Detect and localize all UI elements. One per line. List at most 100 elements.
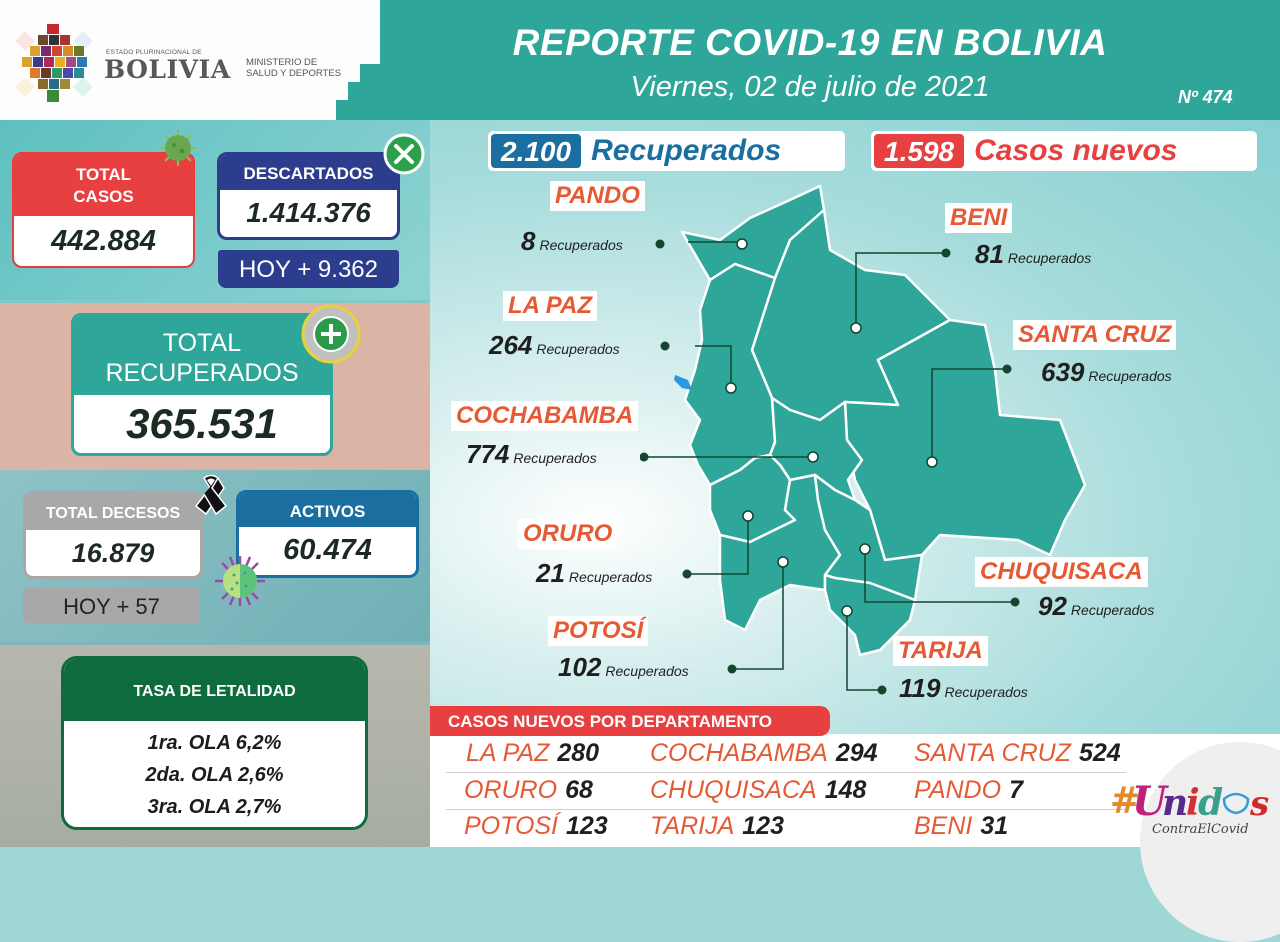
virus-icon xyxy=(160,130,196,166)
svg-text:#: # xyxy=(1110,780,1140,822)
map-value-suffix: Recuperados xyxy=(568,569,653,585)
row-divider xyxy=(446,772,1126,773)
header-title-area xyxy=(380,0,1280,120)
total-recovered-label-line1: TOTAL xyxy=(162,329,242,357)
map-value-number: 774 xyxy=(466,439,510,469)
discarded-card: DESCARTADOS 1.414.376 xyxy=(217,152,400,240)
map-region-tarija xyxy=(823,573,917,657)
svg-text:d: d xyxy=(1198,782,1223,824)
lethality-row: 1ra. OLA 6,2% xyxy=(147,732,282,754)
total-deaths-value: 16.879 xyxy=(71,538,155,568)
discarded-today: HOY + 9.362 xyxy=(218,250,399,288)
unidos-campaign-logo: # U n i d s ContraElCovid xyxy=(1110,778,1269,837)
new-cases-dept: TARIJA xyxy=(650,812,735,840)
new-cases-dept: POTOSÍ xyxy=(464,812,559,840)
map-value-oruro: 21 Recuperados xyxy=(536,558,652,589)
svg-text:n: n xyxy=(1162,782,1188,824)
logo-country-text: BOLIVIA xyxy=(104,55,231,84)
new-cases-value: 7 xyxy=(1009,776,1023,804)
map-label-potosi: POTOSÍ xyxy=(548,616,649,646)
new-cases-by-department-title: CASOS NUEVOS POR DEPARTAMENTO xyxy=(430,706,830,736)
new-cases-value: 123 xyxy=(566,812,608,840)
map-value-suffix: Recuperados xyxy=(536,341,620,357)
bolivia-coat-mosaic-icon xyxy=(15,24,93,102)
new-cases-cell: BENI 31 xyxy=(914,812,1008,841)
virus-purple-icon xyxy=(215,556,265,606)
new-cases-value: 31 xyxy=(980,812,1009,840)
new-cases-cell: SANTA CRUZ 524 xyxy=(914,739,1121,768)
new-cases-dept: SANTA CRUZ xyxy=(914,739,1071,767)
map-label-beni: BENI xyxy=(945,203,1013,233)
total-deaths-label: TOTAL DECESOS xyxy=(26,494,200,530)
map-value-chuquisaca: 92 Recuperados xyxy=(1038,591,1154,622)
total-recovered-card: TOTAL RECUPERADOS 365.531 xyxy=(71,313,333,456)
lethality-card: TASA DE LETALIDAD 1ra. OLA 6,2% 2da. OLA… xyxy=(61,656,368,830)
daily-recovered-label: Recuperados xyxy=(591,134,782,167)
discarded-x-icon xyxy=(383,133,425,175)
logo-ministry-line1: MINISTERIO DE xyxy=(246,57,318,68)
map-value-suffix: Recuperados xyxy=(1088,368,1172,384)
deaths-today: HOY + 57 xyxy=(23,588,200,623)
map-value-number: 8 xyxy=(521,226,536,256)
total-recovered-label-line2: RECUPERADOS xyxy=(105,359,299,387)
map-label-tarija: TARIJA xyxy=(893,636,988,666)
map-value-number: 119 xyxy=(899,673,941,703)
new-cases-cell: LA PAZ 280 xyxy=(466,739,599,768)
total-deaths-card: TOTAL DECESOS 16.879 xyxy=(23,491,203,579)
total-cases-value: 442.884 xyxy=(51,225,156,257)
map-label-pando: PANDO xyxy=(550,181,645,211)
map-value-number: 21 xyxy=(536,558,565,588)
map-value-suffix: Recuperados xyxy=(513,450,597,466)
new-cases-cell: POTOSÍ 123 xyxy=(464,812,608,841)
lethality-row: 3ra. OLA 2,7% xyxy=(147,796,282,818)
daily-recovered-badge: 2.100 Recuperados xyxy=(488,131,845,171)
new-cases-dept: ORURO xyxy=(464,776,558,804)
new-cases-cell: ORURO 68 xyxy=(464,776,593,805)
map-value-suffix: Recuperados xyxy=(539,237,623,253)
new-cases-cell: TARIJA 123 xyxy=(650,812,784,841)
new-cases-dept: LA PAZ xyxy=(466,739,550,767)
map-value-potosi: 102 Recuperados xyxy=(558,652,689,683)
map-value-beni: 81 Recuperados xyxy=(975,239,1091,270)
recovered-plus-icon xyxy=(301,304,361,364)
header-step-decoration xyxy=(336,0,390,122)
map-value-pando: 8 Recuperados xyxy=(521,226,623,257)
map-value-suffix: Recuperados xyxy=(1007,250,1092,266)
total-recovered-label: TOTAL RECUPERADOS xyxy=(74,316,330,395)
new-cases-cell: COCHABAMBA 294 xyxy=(650,739,878,768)
new-cases-value: 123 xyxy=(742,812,784,840)
svg-text:ContraElCovid: ContraElCovid xyxy=(1152,822,1249,837)
new-cases-table-background xyxy=(430,734,1280,847)
new-cases-cell: CHUQUISACA 148 xyxy=(650,776,866,805)
map-label-santa-cruz: SANTA CRUZ xyxy=(1013,320,1177,350)
lethality-row: 2da. OLA 2,6% xyxy=(145,764,284,786)
active-cases-label: ACTIVOS xyxy=(239,493,416,527)
discarded-value: 1.414.376 xyxy=(246,197,371,228)
logo-ministry-line2: SALUD Y DEPORTES xyxy=(246,68,342,79)
new-cases-value: 524 xyxy=(1078,739,1121,767)
new-cases-value: 294 xyxy=(835,739,878,767)
daily-new-cases-badge: 1.598 Casos nuevos xyxy=(871,131,1257,171)
map-value-number: 92 xyxy=(1038,591,1067,621)
map-value-la-paz: 264 Recuperados xyxy=(489,330,620,361)
total-cases-label: TOTAL CASOS xyxy=(14,154,193,216)
svg-text:i: i xyxy=(1186,782,1200,824)
discarded-label: DESCARTADOS xyxy=(220,155,397,190)
new-cases-dept: BENI xyxy=(914,812,973,840)
svg-text:U: U xyxy=(1132,778,1169,825)
map-value-suffix: Recuperados xyxy=(1070,602,1155,618)
bolivia-department-map xyxy=(640,184,1087,695)
new-cases-dept: COCHABAMBA xyxy=(650,739,828,767)
daily-new-cases-label: Casos nuevos xyxy=(974,134,1178,167)
map-value-santa-cruz: 639 Recuperados xyxy=(1041,357,1172,388)
map-value-cochabamba: 774 Recuperados xyxy=(466,439,597,470)
mourning-ribbon-icon xyxy=(194,474,228,516)
active-cases-value: 60.474 xyxy=(283,534,372,566)
map-region-la-paz xyxy=(683,262,777,487)
total-cases-card: TOTAL CASOS 442.884 xyxy=(12,152,195,268)
map-label-cochabamba: COCHABAMBA xyxy=(451,401,639,431)
total-recovered-value: 365.531 xyxy=(126,400,278,447)
logo-ministry: MINISTERIO DE SALUD Y DEPORTES xyxy=(246,57,341,79)
svg-text:s: s xyxy=(1249,784,1269,824)
new-cases-dept: CHUQUISACA xyxy=(650,776,817,804)
